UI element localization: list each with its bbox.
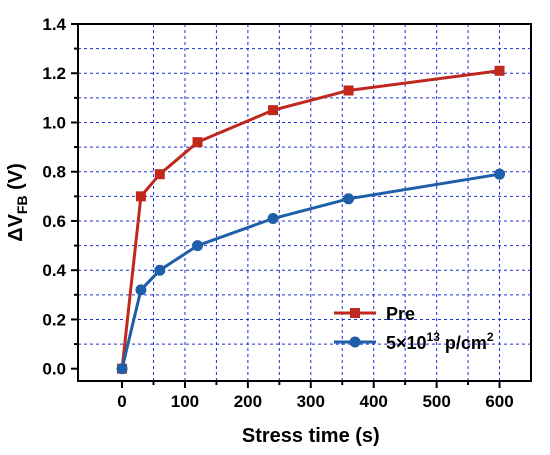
x-tick-label-0: 0	[117, 392, 126, 411]
y-axis-title-main: ΔV	[5, 213, 27, 241]
data-point-5-10-p-cm	[494, 168, 506, 180]
y-axis-title: ΔVFB (V)	[5, 163, 30, 242]
data-point-5-10-p-cm	[267, 213, 279, 225]
series-pre-group	[117, 65, 505, 374]
data-point-5-10-p-cm	[116, 363, 128, 375]
data-point-5-10-p-cm	[154, 264, 166, 276]
data-point-5-10-p-cm	[135, 284, 147, 296]
legend: Pre 5×1013 p/cm2	[334, 304, 494, 353]
data-point-pre	[192, 137, 203, 148]
x-tick-label-300: 300	[297, 392, 325, 411]
series-5-10-p-cm-group	[116, 168, 506, 375]
y-tick-label-0-2: 0.2	[42, 310, 66, 329]
y-axis-title-subscript: FB	[14, 195, 30, 214]
legend-swatch-marker-pre	[350, 308, 360, 318]
y-tick-label-0-4: 0.4	[42, 261, 66, 280]
y-tick-label-0-0: 0.0	[42, 360, 66, 379]
legend-item-pre: Pre	[334, 304, 415, 324]
y-tick-label-0-8: 0.8	[42, 163, 66, 182]
data-point-pre	[343, 85, 354, 96]
x-axis-title: Stress time (s)	[242, 425, 380, 447]
y-tick-label-0-6: 0.6	[42, 212, 66, 231]
x-tick-label-400: 400	[360, 392, 388, 411]
legend-swatch-marker-irradiated	[349, 336, 361, 348]
y-axis-title-unit: (V)	[5, 163, 27, 195]
y-tick-label-1-2: 1.2	[42, 64, 66, 83]
axis-ticks: 0 100 200 300 400 500 600 0.0 0.2 0.4 0.6 0.8 1.0 1.2…	[42, 15, 513, 411]
data-point-pre	[135, 191, 146, 202]
x-tick-label-600: 600	[485, 392, 513, 411]
series-group	[116, 65, 506, 375]
x-tick-label-500: 500	[422, 392, 450, 411]
plot-frame	[77, 23, 532, 382]
y-tick-label-1-0: 1.0	[42, 113, 66, 132]
x-tick-label-100: 100	[171, 392, 199, 411]
data-point-pre	[494, 65, 505, 76]
legend-label-pre: Pre	[386, 304, 415, 324]
data-point-pre	[268, 105, 279, 116]
legend-item-irradiated: 5×1013 p/cm2	[334, 330, 494, 353]
y-tick-label-1-4: 1.4	[42, 15, 66, 34]
data-point-5-10-p-cm	[343, 193, 355, 205]
grid	[78, 23, 532, 381]
data-point-5-10-p-cm	[192, 240, 204, 252]
x-tick-label-200: 200	[234, 392, 262, 411]
data-point-pre	[154, 169, 165, 180]
legend-label-irradiated: 5×1013 p/cm2	[386, 330, 494, 353]
